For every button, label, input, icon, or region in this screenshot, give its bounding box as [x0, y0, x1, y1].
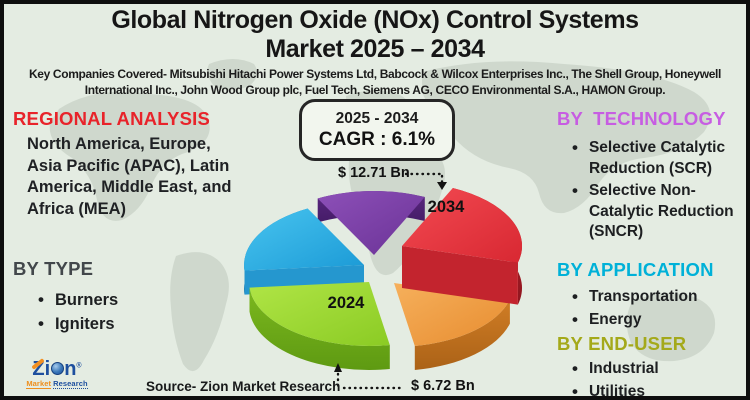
list-item: • Utilities: [572, 381, 659, 400]
bullet-icon: •: [572, 181, 578, 200]
list-item: • Igniters: [38, 314, 118, 335]
heading-by-end-user: BY END-USER: [557, 333, 687, 354]
heading-by-application: BY APPLICATION: [557, 259, 714, 280]
application-item-transportation: Transportation: [588, 288, 698, 305]
bullet-icon: •: [38, 290, 44, 309]
end-user-item-industrial: Industrial: [588, 360, 659, 377]
bullet-icon: •: [572, 138, 578, 157]
map-south-america: [170, 252, 229, 372]
map-asia: [422, 61, 711, 214]
value-2024-label: $ 6.72 Bn: [411, 378, 475, 394]
heading-by-technology: BY TECHNOLOGY: [557, 108, 726, 129]
list-item: • Burners: [38, 290, 118, 311]
technology-item-sncr: Selective Non-Catalytic Reduction (SNCR): [588, 182, 734, 240]
list-item: • Selective Catalytic Reduction (SCR): [572, 138, 746, 179]
globe-icon: [50, 362, 64, 375]
type-item-igniters: Igniters: [54, 315, 115, 333]
by-application-list: • Transportation • Energy: [572, 287, 697, 330]
heading-regional-analysis: REGIONAL ANALYSIS: [13, 108, 210, 129]
pie-slice-blue-top: [244, 208, 364, 271]
regional-analysis-text: North America, Europe, Asia Pacific (APA…: [27, 135, 232, 218]
value-2034-label: $ 12.71 Bn: [338, 165, 410, 181]
source-text: Source- Zion Market Research: [146, 379, 341, 394]
by-end-user-list: • Industrial • Utilities: [572, 359, 659, 400]
bullet-icon: •: [572, 381, 578, 400]
zion-logo: Zi n® Market Research: [26, 358, 88, 389]
logo-tagline-market: Market: [26, 379, 52, 389]
page-title: Global Nitrogen Oxide (NOx) Control Syst…: [111, 6, 639, 63]
list-item: • Selective Non-Catalytic Reduction (SNC…: [572, 181, 746, 243]
map-australia: [626, 293, 716, 362]
pie-slice-2024-wall: [249, 287, 390, 370]
end-user-item-utilities: Utilities: [588, 382, 645, 400]
bullet-icon: •: [572, 309, 578, 329]
logo-letter-n: n: [64, 358, 77, 380]
type-item-burners: Burners: [54, 291, 119, 309]
bullet-icon: •: [38, 314, 44, 333]
by-technology-list: • Selective Catalytic Reduction (SCR) • …: [572, 138, 746, 243]
map-greenland: [207, 59, 258, 90]
by-type-list: • Burners • Igniters: [38, 290, 118, 335]
cagr-period: 2025 - 2034: [335, 109, 419, 127]
map-north-america: [49, 91, 210, 221]
zion-logo-wordmark: Zi n®: [31, 358, 82, 380]
bullet-icon: •: [572, 287, 578, 306]
pie-slice-orange-wall: [414, 299, 510, 370]
pie-slice-2034-cut-face: [402, 246, 518, 305]
cagr-value: CAGR : 6.1%: [318, 128, 436, 150]
cagr-box: 2025 - 2034 CAGR : 6.1%: [299, 99, 455, 161]
bullet-icon: •: [572, 359, 578, 378]
application-item-energy: Energy: [588, 310, 642, 328]
pie-chart: 2034 2024: [244, 172, 523, 392]
arrow-down-icon: [437, 182, 447, 190]
list-item: • Energy: [572, 310, 697, 331]
pie-slice-2034-top: [402, 188, 523, 263]
list-item: • Transportation: [572, 287, 697, 308]
pie-slice-2024-top: [249, 282, 390, 346]
zion-logo-tagline: Market Research: [26, 379, 88, 389]
technology-item-scr: Selective Catalytic Reduction (SCR): [588, 139, 726, 177]
pie-label-2024: 2024: [328, 294, 366, 312]
arrow-up-icon: [334, 363, 342, 372]
list-item: • Industrial: [572, 359, 659, 380]
pie-label-2034: 2034: [428, 198, 466, 216]
pie-slice-purple-top: [317, 190, 425, 255]
registered-mark: ®: [76, 362, 82, 370]
logo-tagline-research: Research: [53, 379, 88, 389]
key-companies-subtitle: Key Companies Covered- Mitsubishi Hitach…: [28, 67, 722, 97]
heading-by-type: BY TYPE: [13, 258, 94, 279]
logo-letter-i: i: [44, 358, 51, 380]
